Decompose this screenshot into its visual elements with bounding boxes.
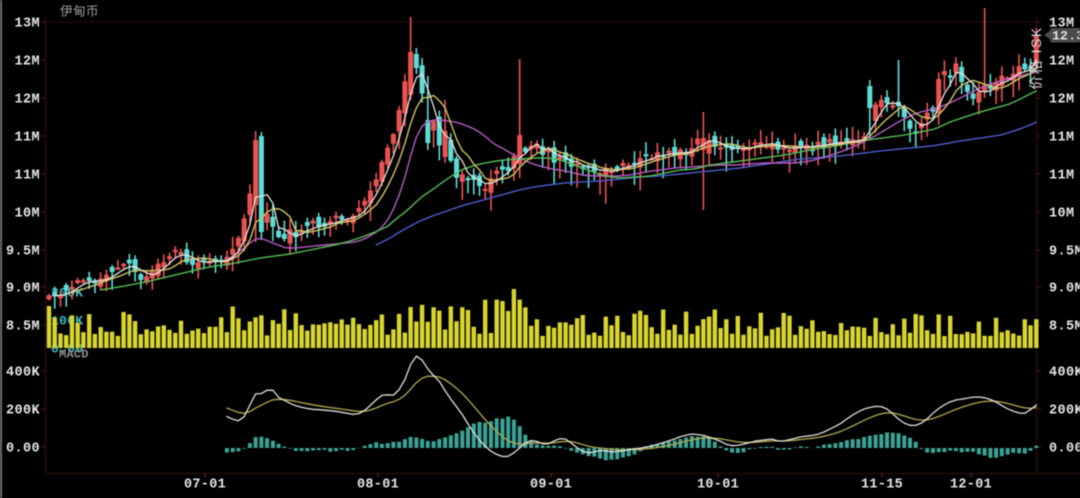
svg-text:9.5M: 9.5M xyxy=(6,245,40,260)
svg-text:13M: 13M xyxy=(14,17,40,32)
svg-text:9.5M: 9.5M xyxy=(1049,245,1080,260)
svg-text:9.0M: 9.0M xyxy=(1049,282,1080,297)
svg-text:12-01: 12-01 xyxy=(950,478,992,493)
svg-text:0.00: 0.00 xyxy=(6,442,40,457)
svg-text:100K: 100K xyxy=(51,314,83,329)
svg-text:08-01: 08-01 xyxy=(357,478,399,493)
svg-text:11M: 11M xyxy=(1049,169,1075,184)
svg-text:10M: 10M xyxy=(1049,207,1075,222)
svg-text:200K: 200K xyxy=(6,404,41,419)
svg-text:200K: 200K xyxy=(1049,404,1080,419)
svg-text:12.3M: 12.3M xyxy=(1052,29,1080,44)
svg-text:11-15: 11-15 xyxy=(861,478,903,493)
svg-text:12M: 12M xyxy=(1049,93,1075,108)
svg-text:09-01: 09-01 xyxy=(530,478,572,493)
svg-text:8.5M: 8.5M xyxy=(1049,320,1080,335)
svg-text:价格 ISK: 价格 ISK xyxy=(1028,26,1044,89)
svg-text:11M: 11M xyxy=(14,131,40,146)
svg-text:400K: 400K xyxy=(6,366,41,381)
svg-text:MACD: MACD xyxy=(59,348,89,362)
svg-text:伊甸币: 伊甸币 xyxy=(60,5,99,19)
svg-text:12M: 12M xyxy=(1049,55,1075,70)
svg-text:10M: 10M xyxy=(14,207,40,222)
svg-text:13M: 13M xyxy=(1049,17,1075,32)
svg-text:8.5M: 8.5M xyxy=(6,320,40,335)
svg-text:11M: 11M xyxy=(1049,131,1075,146)
svg-text:12M: 12M xyxy=(14,93,40,108)
svg-text:400K: 400K xyxy=(1049,366,1080,381)
svg-text:12M: 12M xyxy=(14,55,40,70)
svg-text:11M: 11M xyxy=(14,169,40,184)
svg-text:07-01: 07-01 xyxy=(184,478,226,493)
svg-text:10-01: 10-01 xyxy=(697,478,739,493)
svg-text:9.0M: 9.0M xyxy=(6,282,40,297)
svg-text:0.00: 0.00 xyxy=(1049,442,1080,457)
